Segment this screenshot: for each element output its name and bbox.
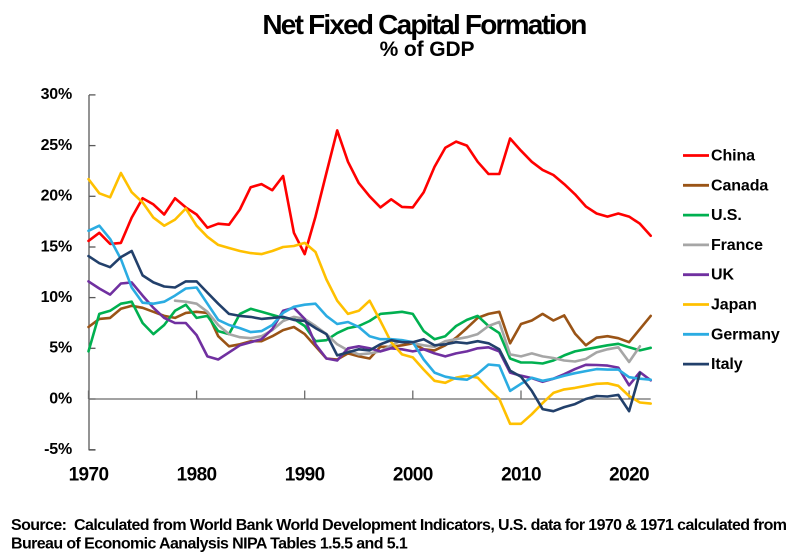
svg-text:UK: UK [711, 267, 734, 284]
svg-text:15%: 15% [41, 238, 72, 255]
svg-text:30%: 30% [41, 86, 72, 103]
svg-text:2010: 2010 [501, 465, 541, 486]
svg-text:-5%: -5% [44, 441, 72, 458]
svg-text:0%: 0% [49, 390, 72, 407]
svg-text:% of GDP: % of GDP [380, 38, 475, 61]
svg-text:Canada: Canada [711, 177, 768, 194]
svg-text:25%: 25% [41, 137, 72, 154]
svg-text:Japan: Japan [711, 297, 757, 314]
svg-text:2000: 2000 [393, 465, 433, 486]
svg-text:5%: 5% [49, 340, 72, 357]
svg-text:France: France [711, 237, 763, 254]
svg-text:Bureau of Economic Aanalysis N: Bureau of Economic Aanalysis NIPA Tables… [11, 536, 408, 552]
svg-text:Net Fixed Capital Formation: Net Fixed Capital Formation [262, 9, 586, 40]
svg-text:20%: 20% [41, 188, 72, 205]
svg-text:10%: 10% [41, 289, 72, 306]
svg-text:Germany: Germany [711, 326, 780, 343]
svg-text:1970: 1970 [69, 465, 109, 486]
svg-text:Italy: Italy [711, 356, 743, 373]
svg-text:China: China [711, 148, 755, 165]
svg-text:1990: 1990 [285, 465, 325, 486]
svg-text:U.S.: U.S. [711, 207, 742, 224]
svg-text:Source: Calculated from World: Source: Calculated from World Bank World… [11, 517, 787, 534]
svg-text:1980: 1980 [177, 465, 217, 486]
svg-text:2020: 2020 [609, 465, 649, 486]
